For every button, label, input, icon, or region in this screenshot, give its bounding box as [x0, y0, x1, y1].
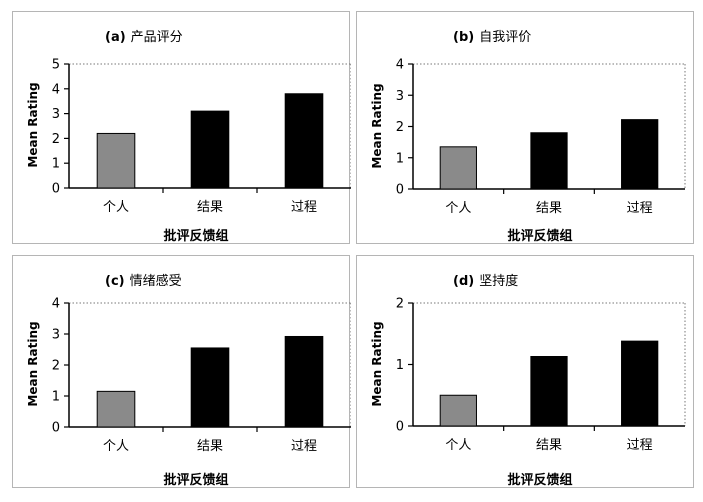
y-tick-label: 1 [52, 157, 60, 172]
y-tick-label: 2 [396, 297, 404, 312]
x-tick-label: 过程 [627, 438, 653, 453]
y-tick-label: 4 [52, 82, 60, 97]
y-tick-label: 4 [396, 58, 404, 73]
chart-svg: 0 1 2 个人 结果 过程 [396, 297, 686, 453]
y-tick-label: 0 [396, 183, 404, 198]
chart-panel-b: (b) 自我评价 0 1 2 3 4 个人 结果 过程 Mean Rating 批评反馈组 [356, 11, 694, 244]
y-axis-label: Mean Rating [370, 320, 384, 407]
x-tick-label: 过程 [291, 200, 317, 215]
chart-title: (d) 坚持度 [453, 270, 518, 289]
y-tick-label: 0 [52, 421, 60, 436]
x-tick-label: 个人 [445, 201, 471, 216]
bar [284, 335, 324, 428]
y-tick-label: 2 [52, 359, 60, 374]
bar [530, 356, 568, 427]
x-tick-label: 过程 [291, 439, 317, 454]
bar [190, 347, 230, 428]
chart-title-text: 自我评价 [479, 30, 532, 45]
chart-title-text: 情绪感受 [129, 274, 182, 289]
chart-tag: (b) [453, 30, 475, 45]
x-tick-label: 结果 [536, 438, 562, 453]
chart-panel-c: (c) 情绪感受 0 1 2 3 4 个人 结果 过程 Mean Rating 批评反馈组 [12, 255, 351, 488]
y-tick-label: 1 [396, 151, 404, 166]
x-tick-label: 个人 [103, 200, 129, 215]
x-axis-label: 批评反馈组 [163, 229, 229, 244]
y-axis-label: Mean Rating [370, 82, 384, 169]
y-tick-label: 5 [52, 58, 60, 73]
x-tick-label: 过程 [627, 201, 653, 216]
chart-title-text: 坚持度 [479, 274, 519, 289]
chart-panel-d: (d) 坚持度 0 1 2 个人 结果 过程 Mean Rating 批评反馈组 [356, 255, 694, 488]
bar [284, 93, 324, 189]
chart-title: (a) 产品评分 [105, 26, 183, 45]
chart-title: (b) 自我评价 [453, 26, 531, 45]
x-tick-label: 结果 [197, 439, 223, 454]
bar [96, 132, 136, 189]
y-tick-label: 2 [52, 132, 60, 147]
y-axis-label: Mean Rating [26, 82, 40, 168]
y-tick-label: 2 [396, 120, 404, 135]
bar [190, 110, 230, 189]
chart-panel-a: (a) 产品评分 0 1 2 3 4 5 个人 结果 过程 Mean Rating 批评反馈组 [12, 11, 351, 244]
chart-title: (c) 情绪感受 [105, 270, 182, 289]
x-tick-label: 个人 [445, 438, 471, 453]
bar [621, 119, 659, 190]
y-tick-label: 3 [52, 328, 60, 343]
chart-svg: 0 1 2 3 4 5 个人 结果 过程 [52, 58, 351, 215]
y-tick-label: 4 [52, 297, 60, 312]
bar [439, 394, 477, 427]
x-tick-label: 结果 [197, 200, 223, 215]
y-tick-label: 1 [52, 390, 60, 405]
chart-title-text: 产品评分 [130, 30, 183, 45]
y-tick-label: 0 [52, 182, 60, 197]
chart-tag: (a) [105, 30, 126, 45]
bar [439, 146, 477, 190]
x-tick-label: 结果 [536, 201, 562, 216]
x-axis-label: 批评反馈组 [507, 473, 573, 488]
bar [530, 132, 568, 190]
x-tick-label: 个人 [103, 439, 129, 454]
bar [621, 340, 659, 427]
chart-tag: (c) [105, 274, 125, 289]
chart-svg: 0 1 2 3 4 个人 结果 过程 [52, 297, 351, 454]
y-tick-label: 3 [52, 107, 60, 122]
chart-tag: (d) [453, 274, 475, 289]
y-tick-label: 1 [396, 358, 404, 373]
x-axis-label: 批评反馈组 [507, 229, 573, 244]
x-axis-label: 批评反馈组 [163, 473, 229, 488]
bar [96, 390, 136, 428]
y-tick-label: 3 [396, 89, 404, 104]
y-tick-label: 0 [396, 420, 404, 435]
chart-svg: 0 1 2 3 4 个人 结果 过程 [396, 58, 686, 216]
y-axis-label: Mean Rating [26, 321, 40, 407]
